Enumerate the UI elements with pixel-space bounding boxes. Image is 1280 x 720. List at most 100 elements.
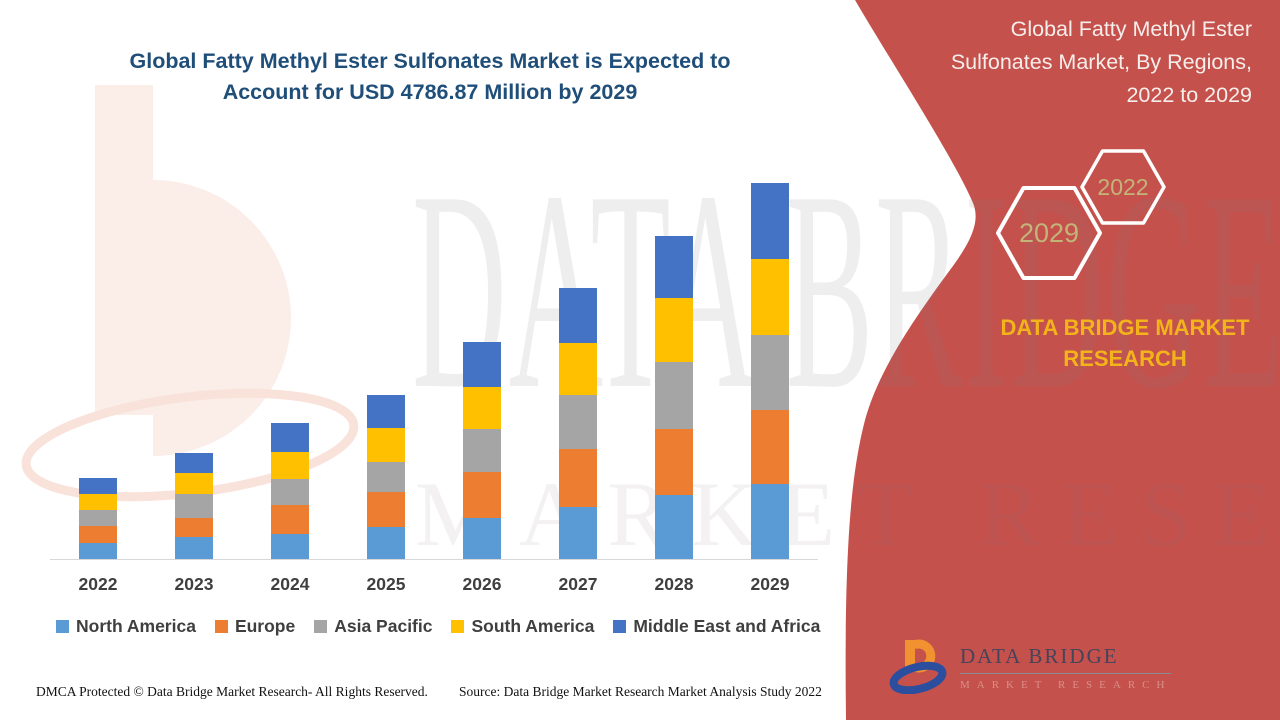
bar-segment-middle-east-and-africa (751, 183, 789, 260)
x-axis-label-2025: 2025 (366, 574, 406, 594)
databridge-logo-icon (889, 639, 947, 694)
hexagon-2029-label: 2029 (1019, 218, 1079, 248)
bar-segment-north-america (559, 506, 597, 559)
side-panel-title-line2: Sulfonates Market, By Regions, (950, 50, 1252, 74)
bar-segment-south-america (463, 387, 501, 429)
bar-segment-middle-east-and-africa (463, 341, 501, 388)
bar-segment-south-america (559, 342, 597, 396)
bar-segment-middle-east-and-africa (271, 422, 309, 452)
bar-2023 (175, 453, 213, 559)
bar-segment-europe (79, 525, 117, 543)
side-panel-title-line1: Global Fatty Methyl Ester (1010, 17, 1252, 41)
x-axis-label-2022: 2022 (78, 574, 118, 594)
year-hexagons: 2029 2022 (996, 149, 1166, 280)
bar-segment-europe (175, 517, 213, 537)
bar-segment-europe (271, 505, 309, 534)
bar-segment-middle-east-and-africa (559, 288, 597, 343)
bar-2028 (655, 235, 693, 559)
hexagon-2022-label: 2022 (1097, 174, 1148, 200)
legend-label: South America (471, 616, 595, 636)
databridge-subtitle: MARKET RESEARCH (960, 679, 1172, 691)
bar-segment-asia-pacific (175, 494, 213, 518)
bar-segment-europe (463, 472, 501, 518)
databridge-name: DATA BRIDGE (960, 644, 1172, 674)
brand-text-line1: DATA BRIDGE MARKET (1000, 315, 1250, 340)
source-note: Source: Data Bridge Market Research Mark… (459, 684, 822, 699)
bar-segment-north-america (79, 542, 117, 559)
bar-2027 (559, 288, 597, 559)
bar-segment-north-america (655, 495, 693, 559)
bar-segment-asia-pacific (655, 362, 693, 429)
bar-2024 (271, 422, 309, 559)
x-axis-label-2029: 2029 (750, 574, 790, 594)
legend-swatch (56, 620, 69, 633)
chart-title-line1: Global Fatty Methyl Ester Sulfonates Mar… (129, 49, 731, 73)
legend-label: Europe (234, 616, 296, 636)
x-axis-label-2023: 2023 (174, 574, 214, 594)
bar-segment-south-america (655, 298, 693, 363)
bar-segment-south-america (751, 259, 789, 335)
bar-segment-middle-east-and-africa (655, 235, 693, 299)
bar-2029 (751, 183, 789, 559)
chart-title: Global Fatty Methyl Ester Sulfonates Mar… (70, 46, 790, 108)
legend-item-middle-east-and-africa: Middle East and Africa (613, 616, 820, 637)
bar-segment-europe (367, 492, 405, 527)
x-axis-label-2024: 2024 (270, 574, 310, 594)
x-axis-line (50, 559, 818, 560)
bar-segment-middle-east-and-africa (367, 395, 405, 428)
legend-item-north-america: North America (56, 616, 196, 637)
side-panel-title-line3: 2022 to 2029 (1126, 83, 1252, 107)
databridge-text-watermark: DATA BRIDGE (412, 132, 1280, 448)
bar-segment-middle-east-and-africa (79, 478, 117, 495)
legend-swatch (314, 620, 328, 633)
legend-item-south-america: South America (451, 616, 594, 637)
bar-2022 (79, 478, 117, 559)
legend-label: Middle East and Africa (633, 616, 821, 636)
bar-segment-asia-pacific (79, 510, 117, 526)
bar-segment-north-america (367, 526, 405, 559)
bar-segment-europe (559, 448, 597, 507)
chart-title-line2: Account for USD 4786.87 Million by 2029 (222, 80, 638, 104)
legend-item-asia-pacific: Asia Pacific (314, 616, 432, 637)
bar-2026 (463, 341, 501, 559)
bar-segment-south-america (79, 494, 117, 511)
side-panel-title: Global Fatty Methyl Ester Sulfonates Mar… (882, 13, 1252, 112)
legend-label: Asia Pacific (334, 616, 433, 636)
bar-segment-middle-east-and-africa (175, 453, 213, 474)
x-axis-label-2027: 2027 (558, 574, 598, 594)
brand-text-line2: RESEARCH (1063, 346, 1187, 371)
databridge-wordmark: DATA BRIDGE MARKET RESEARCH (960, 644, 1172, 691)
brand-text: DATA BRIDGE MARKET RESEARCH (1000, 312, 1250, 374)
legend-swatch (613, 620, 627, 633)
bar-segment-asia-pacific (751, 334, 789, 410)
bar-segment-south-america (271, 451, 309, 480)
bar-segment-europe (655, 428, 693, 496)
bar-segment-south-america (175, 473, 213, 495)
bar-segment-asia-pacific (367, 462, 405, 493)
bar-segment-north-america (271, 533, 309, 559)
x-axis-label-2026: 2026 (462, 574, 502, 594)
pink-logo-watermark (21, 85, 359, 502)
bar-segment-north-america (751, 484, 789, 559)
bar-segment-europe (751, 409, 789, 485)
legend-swatch (214, 620, 228, 633)
databridge-logo: DATA BRIDGE MARKET RESEARCH (888, 636, 1172, 694)
legend-swatch (451, 620, 465, 633)
legend-item-europe: Europe (214, 616, 296, 637)
bar-segment-north-america (463, 517, 501, 559)
legend-label: North America (76, 616, 196, 636)
bar-2025 (367, 395, 405, 559)
bar-segment-north-america (175, 536, 213, 559)
dmca-notice: DMCA Protected © Data Bridge Market Rese… (36, 684, 428, 699)
chart-legend: North America Europe Asia Pacific South Ame… (56, 616, 820, 637)
bar-segment-asia-pacific (271, 479, 309, 506)
bar-segment-asia-pacific (559, 395, 597, 449)
hexagon-2022-outline (1080, 149, 1166, 225)
bar-segment-asia-pacific (463, 428, 501, 473)
x-axis-label-2028: 2028 (654, 574, 694, 594)
hexagon-2029-outline (996, 186, 1102, 280)
bar-segment-south-america (367, 427, 405, 463)
